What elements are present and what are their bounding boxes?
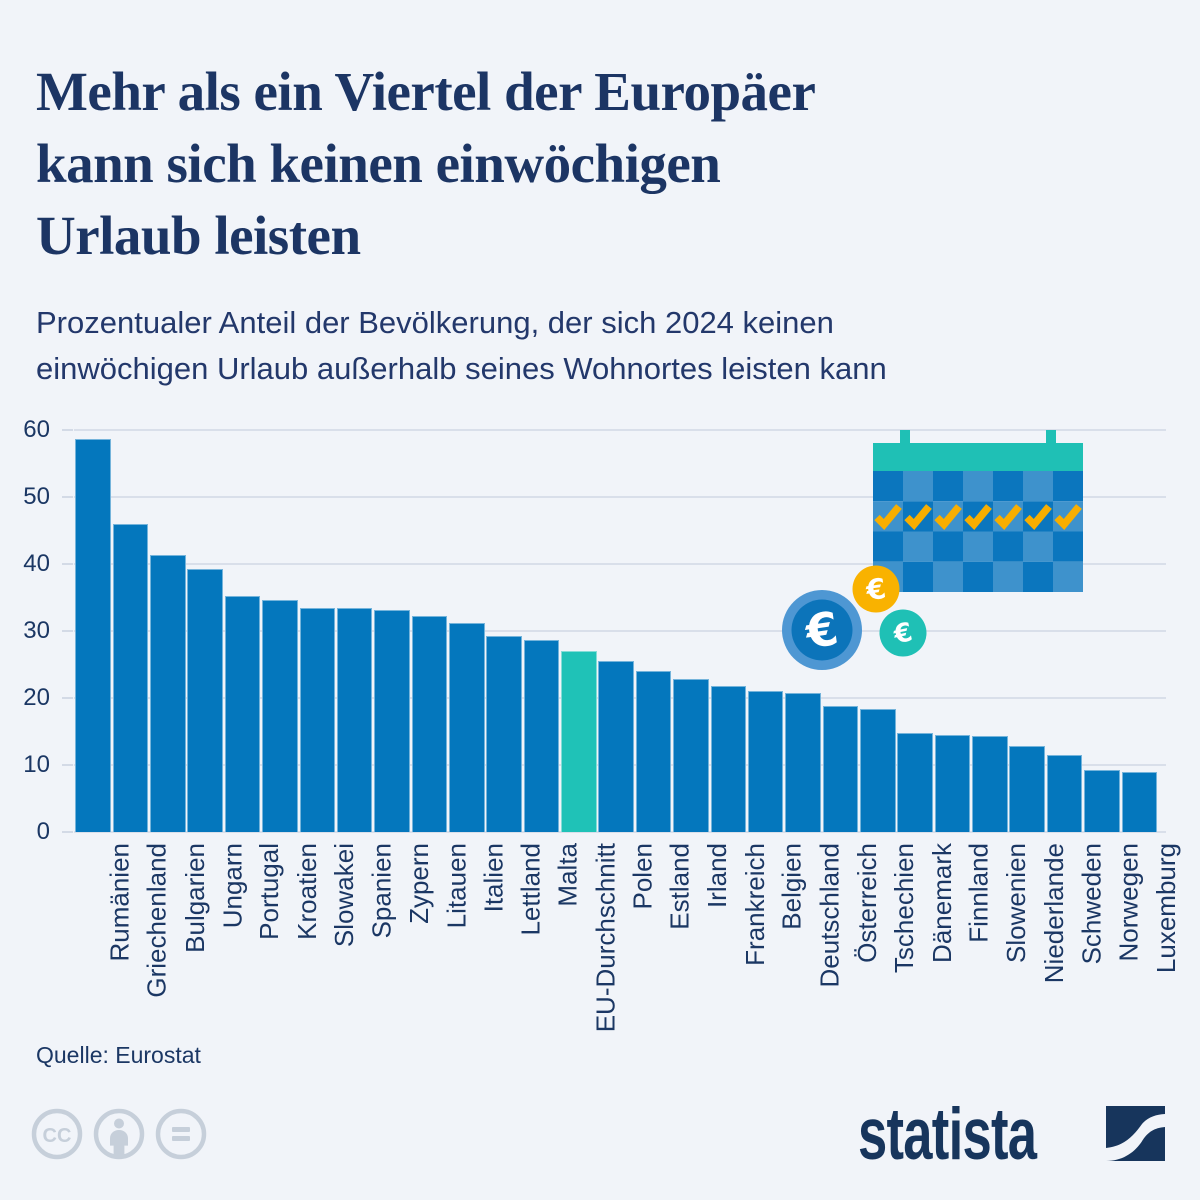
svg-text:CC: CC — [43, 1125, 72, 1147]
y-axis-label: 0 — [36, 818, 50, 845]
x-axis-label: Polen — [627, 843, 658, 910]
x-axis-label: Kroatien — [291, 843, 322, 940]
euro-coins-icon: €€€ — [782, 565, 927, 670]
x-axis-label: Luxemburg — [1150, 843, 1181, 974]
x-axis-label: Portugal — [254, 843, 285, 940]
x-axis-label: Finnland — [964, 843, 995, 943]
y-axis-label: 10 — [23, 751, 50, 778]
x-axis-label: Ungarn — [216, 843, 247, 929]
bar-Niederlande — [1009, 746, 1045, 832]
x-axis-label: Österreich — [851, 843, 882, 963]
y-axis-tick — [62, 630, 73, 632]
statista-logo-square-icon — [1106, 1106, 1165, 1161]
bar-Kroatien — [262, 599, 298, 832]
x-axis-label: Niederlande — [1038, 843, 1069, 984]
bar-Bulgarien — [150, 554, 186, 832]
bar-Schweden — [1046, 754, 1083, 832]
bar-Estland — [635, 670, 672, 832]
y-axis-tick — [62, 563, 73, 565]
page-title-line: Urlaub leisten — [36, 205, 361, 266]
page-title-line: Mehr als ein Viertel der Europäer — [36, 61, 816, 122]
x-axis-label: EU-Durchschnitt — [590, 843, 621, 1033]
y-axis-label: 50 — [23, 483, 50, 510]
x-axis-label: Bulgarien — [179, 843, 210, 953]
x-axis-label: Litauen — [440, 843, 471, 929]
bar-Österreich — [822, 706, 859, 832]
x-axis-label: Tschechien — [889, 843, 920, 974]
x-axis-label: Schweden — [1076, 843, 1107, 965]
x-axis-label: Rumänien — [104, 843, 135, 962]
bar-Deutschland — [785, 693, 821, 832]
bar-Ungarn — [187, 569, 224, 832]
bar-Litauen — [411, 616, 448, 832]
x-axis-label: Dänemark — [926, 843, 957, 963]
gridline — [74, 630, 1166, 632]
x-axis-label: Lettland — [515, 843, 546, 936]
bar-Spanien — [336, 608, 373, 832]
page-subtitle: Prozentualer Anteil der Bevölkerung, der… — [36, 300, 887, 392]
gridline — [74, 429, 1166, 431]
svg-text:€: € — [863, 572, 888, 608]
bar-Finnland — [934, 734, 971, 832]
y-axis-label: 20 — [23, 684, 50, 711]
gridline — [74, 563, 1166, 565]
calendar-icon — [873, 430, 1083, 592]
y-axis-tick — [62, 764, 73, 766]
bar-Italien — [449, 622, 485, 832]
gridline — [74, 831, 1166, 833]
x-axis-label: Slowenien — [1001, 843, 1032, 963]
source-label: Quelle: Eurostat — [36, 1042, 201, 1068]
x-axis-label: Deutschland — [814, 843, 845, 988]
page-title: Mehr als ein Viertel der Europäer kann si… — [36, 56, 816, 272]
page-title-line: kann sich keinen einwöchigen — [36, 133, 721, 194]
bar-Dänemark — [897, 732, 933, 832]
y-axis-tick — [62, 429, 73, 431]
statista-wordmark: statista — [858, 1094, 1037, 1175]
bar-Portugal — [224, 596, 261, 832]
bar-Irland — [673, 678, 709, 832]
bar-Zypern — [374, 609, 410, 832]
y-axis-tick — [62, 831, 73, 833]
bar-Norwegen — [1084, 770, 1120, 832]
bar-Luxemburg — [1121, 772, 1158, 832]
bar-Rumänien — [75, 439, 111, 832]
bar-Polen — [598, 661, 635, 832]
bar-Slowakei — [299, 607, 336, 832]
x-axis-label: Malta — [553, 843, 584, 907]
x-axis-label: Spanien — [366, 843, 397, 939]
svg-text:€: € — [801, 601, 841, 659]
bar-Malta — [523, 639, 560, 832]
page-subtitle-line: einwöchigen Urlaub außerhalb seines Wohn… — [36, 351, 887, 386]
attribution-person-icon — [93, 1108, 145, 1160]
bar-Tschechien — [860, 708, 896, 832]
page-subtitle-line: Prozentualer Anteil der Bevölkerung, der… — [36, 305, 834, 340]
y-axis-tick — [62, 496, 73, 498]
x-axis-label: Italien — [478, 843, 509, 913]
cc-icon: CC — [31, 1108, 83, 1160]
bar-Belgien — [747, 690, 784, 832]
bar-Griechenland — [112, 523, 149, 832]
x-axis-label: Irland — [702, 843, 733, 909]
gridline — [74, 496, 1166, 498]
statista-logo: statista — [858, 1094, 1165, 1175]
x-axis-label: Frankreich — [739, 843, 770, 966]
x-axis-label: Zypern — [403, 843, 434, 924]
bar-Frankreich — [710, 685, 747, 832]
license-icons: CC — [31, 1108, 207, 1160]
x-axis-label: Estland — [665, 843, 696, 930]
x-axis-label: Belgien — [777, 843, 808, 930]
equals-icon — [155, 1108, 207, 1160]
y-axis-label: 30 — [23, 617, 50, 644]
y-axis-tick — [62, 697, 73, 699]
x-axis-label: Norwegen — [1113, 843, 1144, 962]
x-axis-label: Slowakei — [328, 843, 359, 948]
bar-Slowenien — [972, 736, 1008, 832]
bar-Lettland — [486, 636, 522, 832]
bar-EU-Durchschnitt — [561, 651, 597, 832]
y-axis-label: 40 — [23, 550, 50, 577]
x-axis-label: Griechenland — [142, 843, 173, 998]
y-axis-label: 60 — [23, 416, 50, 443]
